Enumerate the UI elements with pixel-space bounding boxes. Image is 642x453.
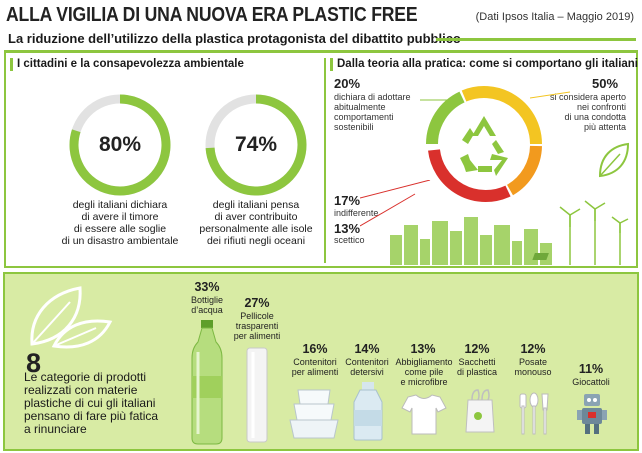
subtitle-underline	[436, 38, 636, 41]
cat-bottles-label: Bottiglie d’acqua	[190, 295, 224, 315]
t-shirt-icon	[401, 394, 447, 435]
cat-containers-value: 16%	[302, 342, 328, 356]
ring-80-arc	[69, 94, 171, 196]
stat-17-caption: indifferente	[334, 208, 379, 218]
category-count: 8	[26, 348, 42, 378]
cat-bags-label: Sacchetti di plastica	[456, 357, 498, 377]
cat-film-label: Pellicole trasparenti per alimenti	[233, 311, 281, 341]
stat-80-value: 80%	[98, 133, 142, 156]
top-panel-frame	[4, 50, 638, 268]
stat-13-value: 13%	[334, 221, 361, 236]
toy-robot-icon	[577, 394, 607, 434]
food-containers-icon	[289, 389, 339, 439]
cat-clothing-value: 13%	[410, 342, 436, 356]
disposable-cutlery-icon	[519, 392, 549, 435]
stat-74-value: 74%	[234, 133, 278, 156]
ring-74-chart	[205, 94, 307, 196]
wind-turbines	[559, 200, 629, 265]
cat-bags-value: 12%	[464, 342, 490, 356]
stat-50-caption: si considera aperto nei confronti di una…	[549, 92, 626, 132]
plastic-film-roll-icon	[246, 347, 268, 443]
left-heading-marker	[10, 58, 13, 71]
cat-cutlery-value: 12%	[520, 342, 546, 356]
green-city-illustration	[390, 200, 629, 265]
stat-50-value: 50%	[592, 76, 619, 91]
water-bottle-icon	[191, 320, 223, 445]
cat-cutlery-label: Posate monouso	[514, 357, 552, 377]
leaves-icon	[30, 286, 113, 349]
page-subtitle: La riduzione dell’utilizzo della plastic…	[8, 31, 461, 46]
cat-bottles-value: 33%	[194, 280, 220, 294]
stat-74-caption: degli italiani pensa di aver contribuito…	[199, 199, 313, 247]
stat-80-caption: degli italiani dichiara di avere il timo…	[61, 199, 179, 247]
cat-clothing-label: Abbigliamento come pile e microfibre	[395, 357, 453, 387]
cat-film-value: 27%	[244, 296, 270, 310]
ring-74-arc	[205, 94, 307, 196]
right-heading-marker	[330, 58, 333, 71]
right-section-heading: Dalla teoria alla pratica: come si compo…	[337, 58, 639, 70]
cat-containers-label: Contenitori per alimenti	[291, 357, 339, 377]
cat-detergent-value: 14%	[354, 342, 380, 356]
cat-detergent-label: Contenitori detersivi	[345, 357, 389, 377]
stat-17-value: 17%	[334, 193, 361, 208]
cat-toys-label: Giocattoli	[572, 377, 610, 387]
stat-50-leader	[530, 91, 570, 99]
left-section-heading: I cittadini e la consapevolezza ambienta…	[17, 58, 244, 70]
detergent-bottle-icon	[353, 382, 383, 441]
ring-80-chart	[69, 94, 171, 196]
section-divider	[324, 58, 326, 263]
stat-20-value: 20%	[334, 76, 361, 91]
low-stats-leaders	[360, 180, 431, 227]
category-description: Le categorie di prodotti realizzati con …	[24, 370, 159, 436]
recycle-icon	[460, 116, 508, 176]
page-title: ALLA VIGILIA DI UNA NUOVA ERA PLASTIC FR…	[6, 4, 418, 26]
cat-toys-value: 11%	[578, 362, 604, 376]
plastic-bag-icon	[465, 389, 495, 433]
stat-20-caption: dichiara di adottare abitualmente compor…	[334, 92, 411, 132]
behaviour-gauge	[426, 86, 542, 203]
leaf-icon	[598, 142, 630, 178]
stat-20-leader	[420, 99, 450, 101]
source-note: (Dati Ipsos Italia – Maggio 2019)	[475, 11, 634, 23]
stat-13-caption: scettico	[334, 235, 365, 245]
